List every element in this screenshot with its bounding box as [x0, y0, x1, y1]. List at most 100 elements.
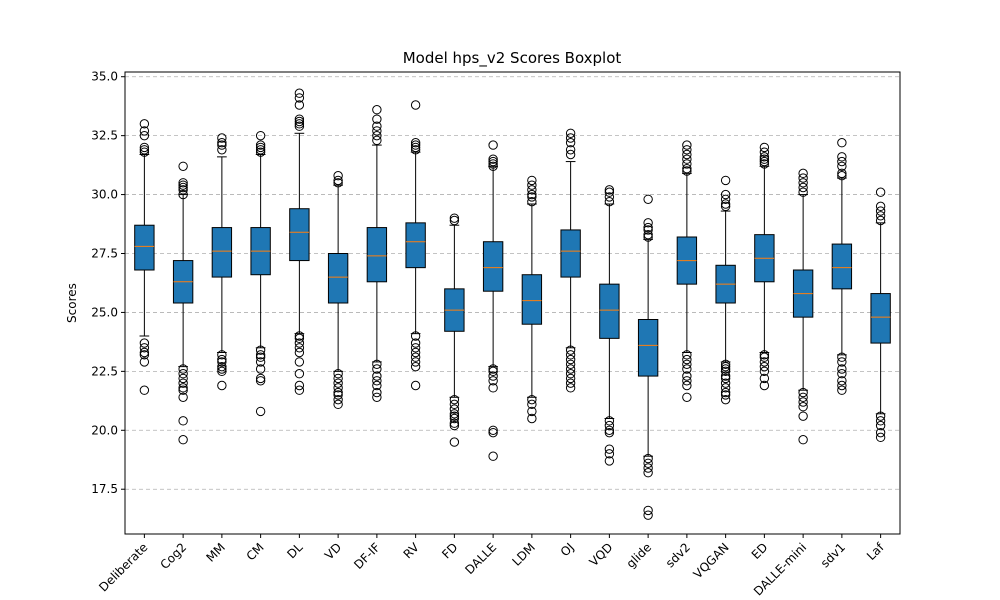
outlier-point [178, 378, 188, 388]
iqr-box [521, 274, 543, 325]
outlier-point [837, 171, 847, 181]
outlier-point [720, 361, 731, 372]
iqr-box [327, 253, 349, 304]
outlier-point [372, 371, 382, 381]
outlier-point [643, 458, 653, 468]
outlier-point [720, 390, 731, 400]
outlier-point [643, 505, 653, 516]
chart-title: Model hps_v2 Scores Boxplot [403, 49, 622, 68]
outlier-point [333, 399, 343, 410]
outlier-point [527, 185, 537, 195]
outlier-point [759, 152, 770, 162]
outlier-point [488, 427, 498, 438]
outlier-point [294, 100, 305, 110]
outlier-point [488, 156, 498, 167]
box-group [250, 130, 271, 417]
box-group [172, 161, 194, 445]
iqr-box [482, 241, 504, 292]
outlier-point [333, 378, 343, 388]
outlier-point [837, 385, 847, 395]
outlier-point [139, 130, 150, 141]
outlier-point [333, 387, 343, 398]
iqr-box [211, 227, 233, 278]
outlier-point [837, 152, 847, 162]
outlier-point [604, 427, 615, 438]
outlier-point [294, 357, 305, 367]
box-group [754, 142, 775, 391]
box-group [831, 138, 853, 395]
y-tick-label: 30.0 [91, 188, 118, 202]
outlier-point [410, 357, 421, 367]
outlier-point [255, 350, 266, 360]
outlier-point [372, 364, 382, 374]
outlier-point [565, 138, 576, 148]
outlier-point [139, 338, 150, 348]
outlier-point [449, 404, 460, 414]
outlier-point [875, 187, 886, 197]
box-group [405, 100, 426, 391]
outlier-point [488, 159, 498, 169]
outlier-point [139, 350, 150, 360]
outlier-point [294, 114, 305, 124]
outlier-point [294, 380, 305, 391]
outlier-point [410, 380, 421, 391]
outlier-point [255, 364, 266, 374]
outlier-point [178, 182, 188, 193]
outlier-point [565, 128, 576, 138]
outlier-point [527, 196, 537, 207]
y-tick-label: 25.0 [91, 305, 118, 319]
outlier-point [255, 130, 266, 141]
outlier-point [720, 189, 731, 200]
outlier-point [333, 373, 343, 384]
outlier-point [643, 229, 653, 240]
outlier-point [682, 359, 692, 369]
outlier-point [178, 161, 188, 171]
outlier-point [217, 145, 227, 155]
outlier-point [565, 369, 576, 379]
outlier-point [527, 180, 537, 190]
outlier-point [372, 392, 382, 402]
outlier-point [798, 435, 808, 445]
outlier-point [178, 435, 188, 445]
box-group [134, 119, 155, 395]
outlier-point [294, 116, 305, 127]
outlier-point [449, 399, 460, 410]
outlier-point [488, 364, 498, 374]
outlier-point [449, 418, 460, 428]
outlier-point [720, 373, 731, 384]
outlier-point [217, 357, 227, 367]
outlier-point [565, 378, 576, 388]
box-group [715, 175, 736, 405]
outlier-point [217, 380, 227, 391]
outlier-point [178, 178, 188, 188]
outlier-point [643, 194, 653, 204]
outlier-point [643, 463, 653, 473]
outlier-point [449, 437, 460, 447]
outlier-point [488, 383, 498, 393]
outlier-point [410, 347, 421, 358]
box-group [327, 171, 349, 410]
outlier-point [875, 420, 886, 431]
outlier-point [294, 338, 305, 348]
outlier-point [682, 154, 692, 164]
outlier-point [720, 175, 731, 186]
outlier-point [682, 163, 692, 174]
outlier-point [488, 425, 498, 435]
outlier-point [643, 453, 653, 464]
outlier-point [837, 364, 847, 374]
outlier-point [682, 364, 692, 374]
outlier-point [759, 357, 770, 367]
outlier-point [565, 383, 576, 393]
outlier-point [178, 185, 188, 195]
outlier-point [139, 147, 150, 157]
outlier-point [139, 385, 150, 395]
outlier-point [294, 121, 305, 131]
outlier-point [372, 121, 382, 131]
outlier-point [565, 149, 576, 160]
outlier-point [837, 352, 847, 362]
outlier-point [488, 140, 498, 150]
outlier-point [875, 427, 886, 438]
outlier-point [217, 133, 227, 143]
outlier-point [410, 142, 421, 153]
